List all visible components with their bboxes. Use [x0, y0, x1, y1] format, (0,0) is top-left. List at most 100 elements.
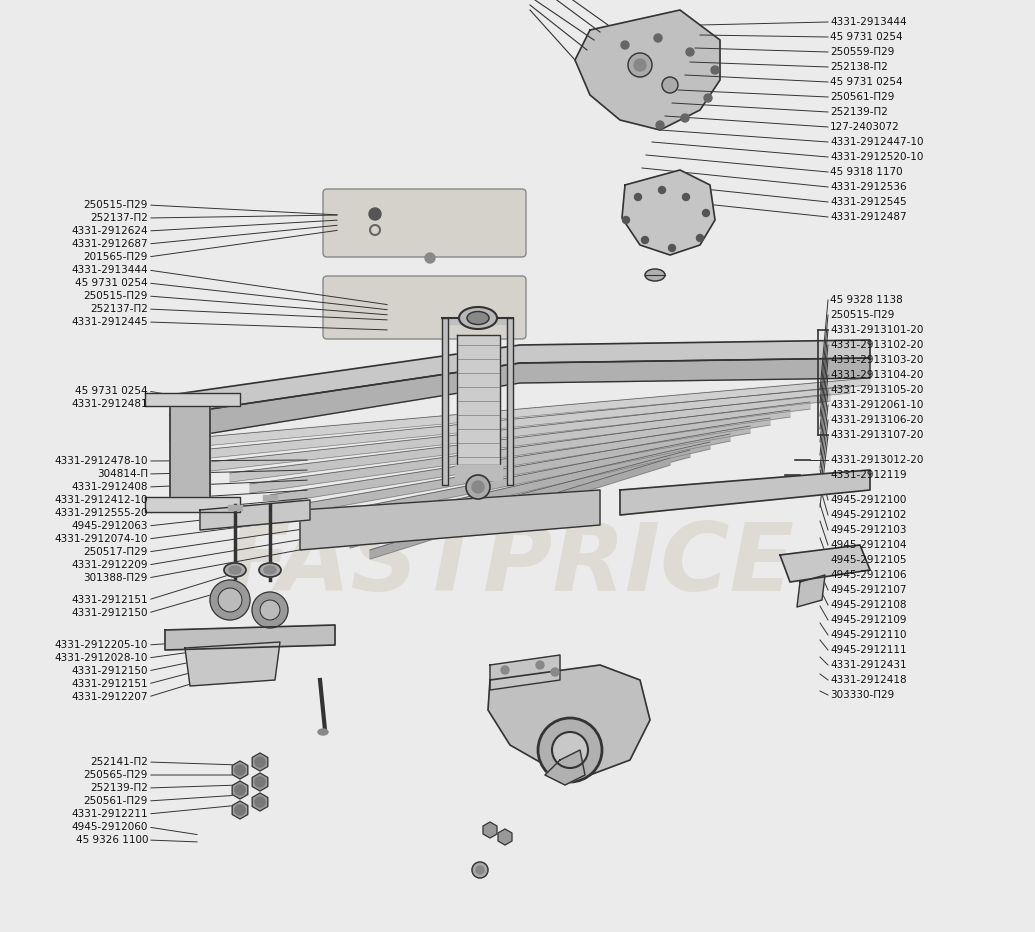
Circle shape — [686, 48, 694, 56]
Text: 4331-2912487: 4331-2912487 — [830, 212, 907, 222]
Text: 252139-П2: 252139-П2 — [90, 783, 148, 793]
Circle shape — [425, 253, 435, 263]
Text: 4331-2913012-20: 4331-2913012-20 — [830, 455, 923, 465]
Circle shape — [662, 77, 678, 93]
Text: 127-2403072: 127-2403072 — [830, 122, 899, 132]
Text: 4945-2912105: 4945-2912105 — [830, 555, 907, 565]
Text: 304814-П: 304814-П — [97, 469, 148, 479]
Text: 250515-П29: 250515-П29 — [830, 310, 894, 320]
Text: 4331-2913104-20: 4331-2913104-20 — [830, 370, 923, 380]
Text: 4331-2912028-10: 4331-2912028-10 — [55, 653, 148, 663]
Text: 4945-2912100: 4945-2912100 — [830, 495, 907, 505]
Circle shape — [697, 235, 704, 241]
Text: 252137-П2: 252137-П2 — [90, 304, 148, 314]
Text: 4331-2913444: 4331-2913444 — [71, 265, 148, 275]
Polygon shape — [250, 410, 790, 493]
Circle shape — [681, 114, 689, 122]
Polygon shape — [300, 490, 600, 550]
Circle shape — [536, 661, 544, 669]
Text: 4331-2912151: 4331-2912151 — [71, 595, 148, 605]
Polygon shape — [210, 394, 830, 471]
Text: 4945-2912107: 4945-2912107 — [830, 585, 907, 595]
Text: 4331-2912408: 4331-2912408 — [71, 482, 148, 492]
Circle shape — [704, 94, 712, 102]
Circle shape — [658, 186, 666, 194]
Circle shape — [552, 732, 588, 768]
Text: 45 9326 1100: 45 9326 1100 — [76, 835, 148, 845]
Text: 45 9731 0254: 45 9731 0254 — [76, 386, 148, 396]
Text: 45 9318 1170: 45 9318 1170 — [830, 167, 903, 177]
Polygon shape — [622, 170, 715, 255]
Text: 252137-П2: 252137-П2 — [90, 213, 148, 223]
Polygon shape — [330, 442, 710, 537]
Polygon shape — [145, 393, 240, 406]
Circle shape — [235, 785, 245, 795]
Polygon shape — [170, 378, 870, 449]
Text: 252138-П2: 252138-П2 — [830, 62, 888, 72]
Polygon shape — [190, 386, 850, 460]
Text: 4945-2912108: 4945-2912108 — [830, 600, 907, 610]
Circle shape — [252, 592, 288, 628]
Polygon shape — [145, 497, 240, 512]
FancyBboxPatch shape — [323, 189, 526, 257]
Polygon shape — [350, 450, 690, 548]
Circle shape — [255, 777, 265, 787]
Text: 4331-2912412-10: 4331-2912412-10 — [55, 495, 148, 505]
Text: 4945-2912103: 4945-2912103 — [830, 525, 907, 535]
Text: 252141-П2: 252141-П2 — [90, 757, 148, 767]
Text: 4331-2913103-20: 4331-2913103-20 — [830, 355, 923, 365]
Polygon shape — [442, 318, 448, 485]
Text: 4331-2912545: 4331-2912545 — [830, 197, 907, 207]
Ellipse shape — [645, 269, 666, 281]
Circle shape — [669, 244, 676, 252]
Polygon shape — [455, 465, 502, 480]
Text: 4331-2912445: 4331-2912445 — [71, 317, 148, 327]
Ellipse shape — [229, 566, 241, 574]
Text: 301388-П29: 301388-П29 — [84, 573, 148, 583]
Text: 4331-2913444: 4331-2913444 — [830, 17, 907, 27]
Text: 4331-2913106-20: 4331-2913106-20 — [830, 415, 923, 425]
FancyBboxPatch shape — [323, 276, 526, 339]
Ellipse shape — [224, 563, 246, 577]
Text: 4331-2912061-10: 4331-2912061-10 — [830, 400, 923, 410]
Text: 4331-2912209: 4331-2912209 — [71, 560, 148, 570]
Text: 250517-П29: 250517-П29 — [84, 547, 148, 557]
Text: 252139-П2: 252139-П2 — [830, 107, 888, 117]
Ellipse shape — [459, 307, 497, 329]
Polygon shape — [230, 402, 810, 482]
Text: 4331-2912150: 4331-2912150 — [71, 608, 148, 618]
Text: 4331-2912150: 4331-2912150 — [71, 666, 148, 676]
Text: 250515-П29: 250515-П29 — [84, 200, 148, 210]
Circle shape — [634, 59, 646, 71]
Polygon shape — [490, 655, 560, 690]
Polygon shape — [545, 750, 585, 785]
Text: 4331-2912447-10: 4331-2912447-10 — [830, 137, 923, 147]
Text: 4945-2912110: 4945-2912110 — [830, 630, 907, 640]
Text: 45 9328 1138: 45 9328 1138 — [830, 295, 903, 305]
Polygon shape — [442, 318, 513, 324]
Polygon shape — [170, 358, 870, 440]
Text: 4331-2912418: 4331-2912418 — [830, 675, 907, 685]
Text: 4945-2912106: 4945-2912106 — [830, 570, 907, 580]
Polygon shape — [507, 318, 513, 485]
Text: 201565-П29: 201565-П29 — [84, 252, 148, 262]
Circle shape — [476, 866, 484, 874]
Text: 250559-П29: 250559-П29 — [830, 47, 894, 57]
Polygon shape — [200, 500, 310, 530]
Circle shape — [472, 862, 487, 878]
Circle shape — [682, 194, 689, 200]
Text: 4331-2912119: 4331-2912119 — [830, 470, 907, 480]
Circle shape — [551, 668, 559, 676]
Circle shape — [628, 53, 652, 77]
Text: 303330-П29: 303330-П29 — [830, 690, 894, 700]
Polygon shape — [797, 575, 825, 607]
Text: 4945-2912060: 4945-2912060 — [71, 822, 148, 832]
Polygon shape — [369, 458, 670, 559]
Ellipse shape — [259, 563, 280, 577]
Text: 4331-2912481: 4331-2912481 — [71, 399, 148, 409]
Text: 250515-П29: 250515-П29 — [84, 291, 148, 301]
Text: 4331-2912624: 4331-2912624 — [71, 226, 148, 236]
Circle shape — [656, 121, 664, 129]
Circle shape — [711, 66, 719, 74]
Text: 4331-2912211: 4331-2912211 — [71, 809, 148, 819]
